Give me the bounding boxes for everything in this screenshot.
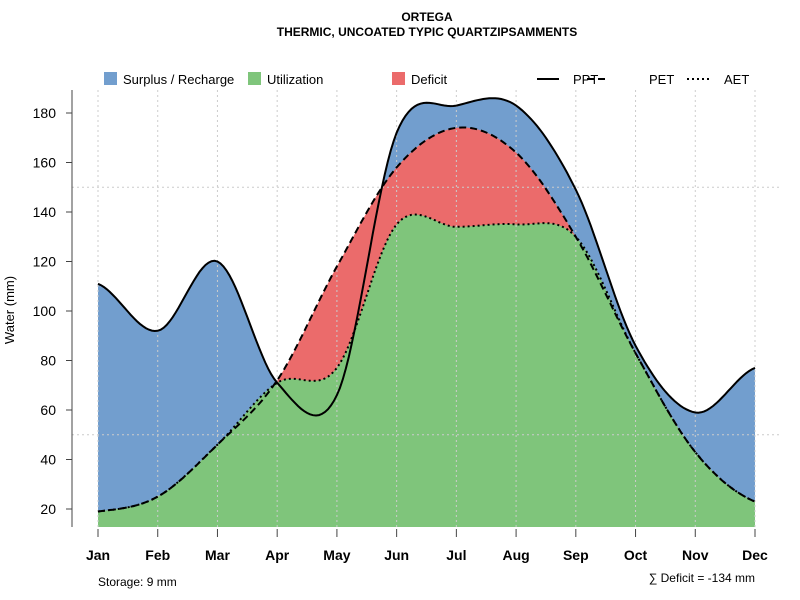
x-tick-label: Nov — [682, 547, 709, 563]
y-tick-label: 100 — [33, 303, 57, 319]
legend-label: PPT — [573, 72, 598, 87]
chart-title: ORTEGA — [401, 10, 453, 24]
y-tick-label: 160 — [33, 155, 57, 171]
y-tick-label: 40 — [40, 452, 56, 468]
x-tick-label: May — [323, 547, 350, 563]
legend-label: AET — [724, 72, 749, 87]
y-tick-label: 180 — [33, 105, 57, 121]
x-tick-label: Apr — [265, 547, 290, 563]
utilization-area — [98, 214, 755, 527]
y-tick-label: 120 — [33, 254, 57, 270]
y-tick-label: 20 — [40, 501, 56, 517]
y-axis-label: Water (mm) — [2, 276, 17, 344]
x-tick-label: Aug — [502, 547, 529, 563]
x-tick-label: Sep — [563, 547, 589, 563]
legend-label: PET — [649, 72, 674, 87]
x-tick-label: Jan — [86, 547, 110, 563]
line-ppt — [97, 97, 756, 417]
x-tick-label: Dec — [742, 547, 768, 563]
legend-label: Deficit — [411, 72, 448, 87]
x-tick-label: Oct — [624, 547, 648, 563]
legend-swatch — [248, 72, 261, 85]
legend-label: Utilization — [267, 72, 323, 87]
x-tick-label: Mar — [205, 547, 230, 563]
line-pet — [97, 126, 756, 513]
legend-label: Surplus / Recharge — [123, 72, 234, 87]
y-tick-label: 60 — [40, 402, 56, 418]
x-tick-label: Jun — [384, 547, 409, 563]
y-tick-label: 140 — [33, 204, 57, 220]
chart-subtitle: THERMIC, UNCOATED TYPIC QUARTZIPSAMMENTS — [277, 25, 577, 39]
y-tick-label: 80 — [40, 353, 56, 369]
storage-annotation: Storage: 9 mm — [98, 575, 177, 589]
x-tick-label: Feb — [145, 547, 170, 563]
legend-swatch — [392, 72, 405, 85]
deficit-annotation: ∑ Deficit = -134 mm — [649, 571, 755, 585]
legend-swatch — [104, 72, 117, 85]
x-tick-label: Jul — [446, 547, 466, 563]
